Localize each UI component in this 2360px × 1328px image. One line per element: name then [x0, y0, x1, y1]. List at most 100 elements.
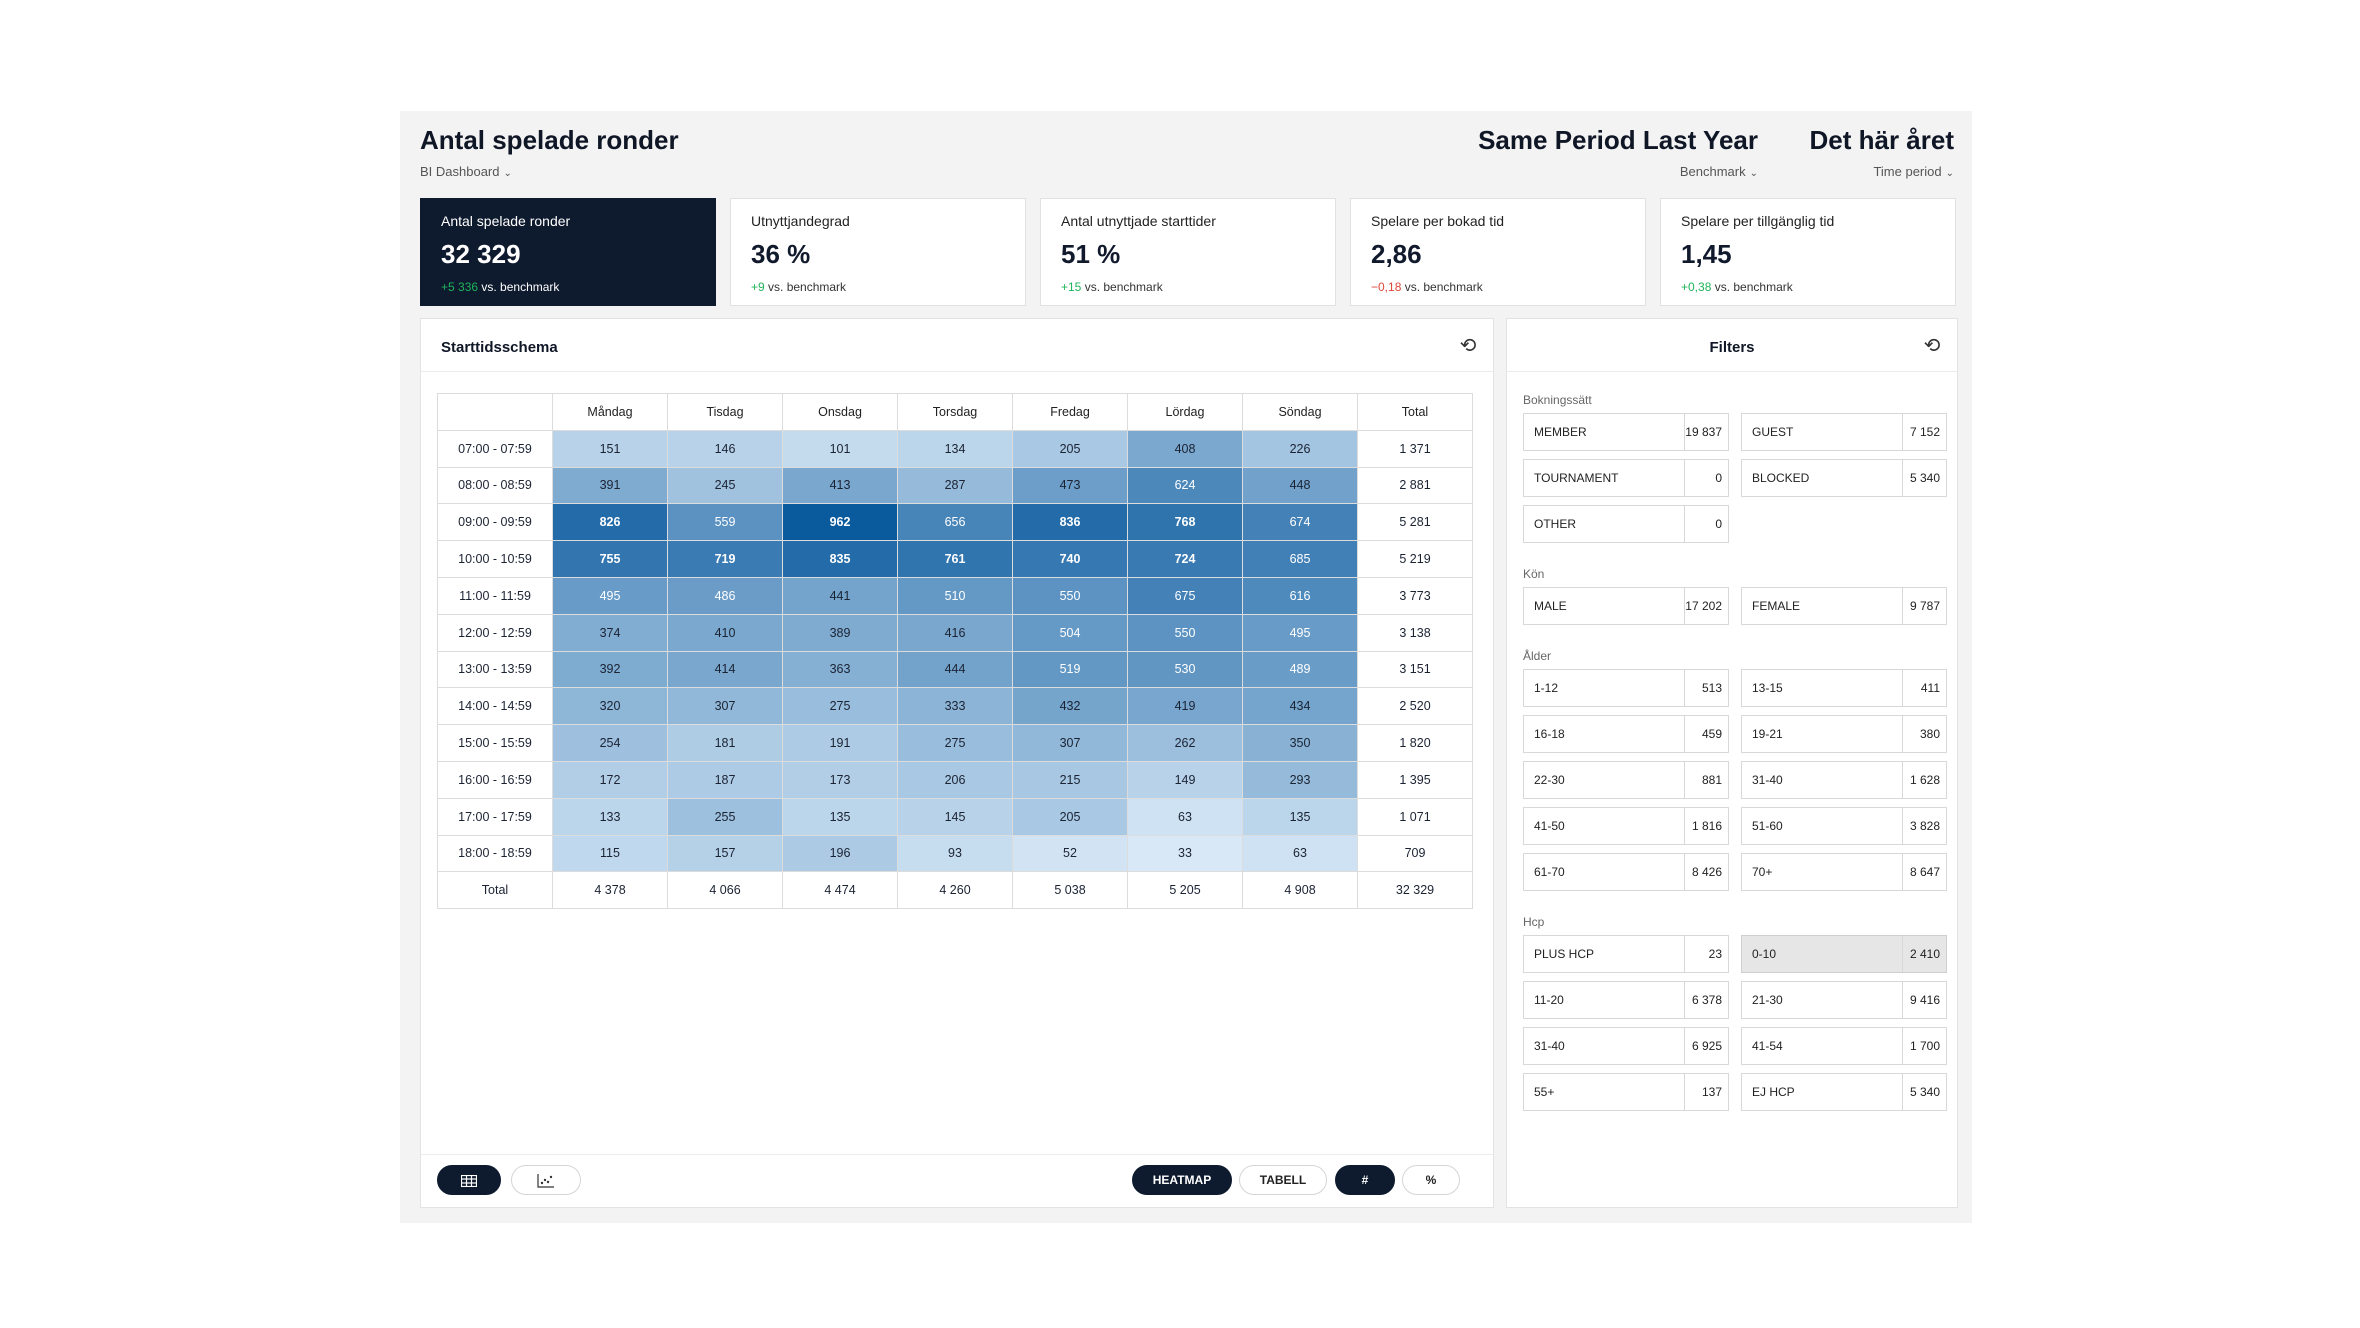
heatmap-cell[interactable]: 135: [1242, 797, 1358, 836]
heatmap-cell[interactable]: 434: [1242, 687, 1358, 726]
filter-chip[interactable]: OTHER 0: [1523, 505, 1729, 543]
filter-chip[interactable]: PLUS HCP 23: [1523, 935, 1729, 973]
heatmap-cell[interactable]: 489: [1242, 650, 1358, 689]
heatmap-cell[interactable]: 205: [1012, 797, 1128, 836]
heatmap-cell[interactable]: 157: [667, 834, 783, 873]
heatmap-cell[interactable]: 835: [782, 540, 898, 578]
kpi-card[interactable]: Utnyttjandegrad 36 % +9 vs. benchmark: [730, 198, 1026, 306]
heatmap-cell[interactable]: 151: [552, 429, 668, 468]
percent-toggle-button[interactable]: %: [1402, 1165, 1460, 1195]
heatmap-cell[interactable]: 836: [1012, 503, 1128, 542]
filters-reset-icon[interactable]: ⟲: [1923, 335, 1941, 357]
heatmap-cell[interactable]: 448: [1242, 466, 1358, 505]
period-selector[interactable]: Det här året Time period ⌄: [1810, 125, 1955, 179]
heatmap-cell[interactable]: 226: [1242, 429, 1358, 468]
heatmap-cell[interactable]: 363: [782, 650, 898, 689]
heatmap-cell[interactable]: 962: [782, 503, 898, 542]
heatmap-cell[interactable]: 495: [552, 576, 668, 615]
heatmap-column-header[interactable]: Fredag: [1012, 393, 1128, 431]
heatmap-cell[interactable]: 495: [1242, 613, 1358, 652]
filter-chip[interactable]: 11-20 6 378: [1523, 981, 1729, 1019]
filter-chip[interactable]: 1-12 513: [1523, 669, 1729, 707]
heatmap-cell[interactable]: 389: [782, 613, 898, 652]
heatmap-cell[interactable]: 293: [1242, 760, 1358, 799]
heatmap-cell[interactable]: 685: [1242, 540, 1358, 578]
heatmap-cell[interactable]: 254: [552, 724, 668, 762]
heatmap-cell[interactable]: 320: [552, 687, 668, 726]
heatmap-cell[interactable]: 550: [1127, 613, 1243, 652]
schedule-reset-icon[interactable]: ⟲: [1459, 335, 1477, 357]
heatmap-cell[interactable]: 408: [1127, 429, 1243, 468]
heatmap-toggle-button[interactable]: HEATMAP: [1132, 1165, 1232, 1195]
heatmap-cell[interactable]: 33: [1127, 834, 1243, 873]
heatmap-cell[interactable]: 559: [667, 503, 783, 542]
heatmap-column-header[interactable]: Måndag: [552, 393, 668, 431]
filter-chip[interactable]: 41-54 1 700: [1741, 1027, 1947, 1065]
heatmap-cell[interactable]: 740: [1012, 540, 1128, 578]
heatmap-cell[interactable]: 245: [667, 466, 783, 505]
heatmap-cell[interactable]: 333: [897, 687, 1013, 726]
heatmap-cell[interactable]: 307: [1012, 724, 1128, 762]
filter-chip[interactable]: MEMBER 19 837: [1523, 413, 1729, 451]
filter-chip[interactable]: 61-70 8 426: [1523, 853, 1729, 891]
kpi-card[interactable]: Antal spelade ronder 32 329 +5 336 vs. ben…: [420, 198, 716, 306]
filter-chip[interactable]: 55+ 137: [1523, 1073, 1729, 1111]
table-toggle-button[interactable]: TABELL: [1239, 1165, 1327, 1195]
heatmap-cell[interactable]: 275: [897, 724, 1013, 762]
heatmap-column-header[interactable]: Onsdag: [782, 393, 898, 431]
heatmap-cell[interactable]: 419: [1127, 687, 1243, 726]
heatmap-column-header[interactable]: Torsdag: [897, 393, 1013, 431]
filter-chip[interactable]: 41-50 1 816: [1523, 807, 1729, 845]
heatmap-cell[interactable]: 63: [1242, 834, 1358, 873]
heatmap-column-header[interactable]: Tisdag: [667, 393, 783, 431]
heatmap-cell[interactable]: 205: [1012, 429, 1128, 468]
filter-chip[interactable]: GUEST 7 152: [1741, 413, 1947, 451]
heatmap-cell[interactable]: 172: [552, 760, 668, 799]
heatmap-cell[interactable]: 135: [782, 797, 898, 836]
heatmap-cell[interactable]: 761: [897, 540, 1013, 578]
heatmap-cell[interactable]: 416: [897, 613, 1013, 652]
filter-chip[interactable]: FEMALE 9 787: [1741, 587, 1947, 625]
heatmap-cell[interactable]: 63: [1127, 797, 1243, 836]
count-toggle-button[interactable]: #: [1335, 1165, 1395, 1195]
heatmap-cell[interactable]: 391: [552, 466, 668, 505]
heatmap-cell[interactable]: 307: [667, 687, 783, 726]
heatmap-cell[interactable]: 262: [1127, 724, 1243, 762]
heatmap-cell[interactable]: 510: [897, 576, 1013, 615]
filter-chip[interactable]: 16-18 459: [1523, 715, 1729, 753]
heatmap-cell[interactable]: 215: [1012, 760, 1128, 799]
heatmap-cell[interactable]: 414: [667, 650, 783, 689]
dashboard-selector[interactable]: BI Dashboard ⌄: [420, 164, 679, 179]
heatmap-column-header[interactable]: Lördag: [1127, 393, 1243, 431]
heatmap-cell[interactable]: 413: [782, 466, 898, 505]
heatmap-cell[interactable]: 149: [1127, 760, 1243, 799]
heatmap-cell[interactable]: 616: [1242, 576, 1358, 615]
heatmap-cell[interactable]: 674: [1242, 503, 1358, 542]
heatmap-cell[interactable]: 624: [1127, 466, 1243, 505]
heatmap-cell[interactable]: 441: [782, 576, 898, 615]
filter-chip[interactable]: 0-10 2 410: [1741, 935, 1947, 973]
heatmap-cell[interactable]: 275: [782, 687, 898, 726]
heatmap-cell[interactable]: 115: [552, 834, 668, 873]
heatmap-cell[interactable]: 444: [897, 650, 1013, 689]
filter-chip[interactable]: 13-15 411: [1741, 669, 1947, 707]
heatmap-cell[interactable]: 206: [897, 760, 1013, 799]
heatmap-cell[interactable]: 656: [897, 503, 1013, 542]
heatmap-cell[interactable]: 473: [1012, 466, 1128, 505]
filter-chip[interactable]: TOURNAMENT 0: [1523, 459, 1729, 497]
heatmap-cell[interactable]: 530: [1127, 650, 1243, 689]
filter-chip[interactable]: 31-40 6 925: [1523, 1027, 1729, 1065]
heatmap-cell[interactable]: 504: [1012, 613, 1128, 652]
heatmap-cell[interactable]: 287: [897, 466, 1013, 505]
filter-chip[interactable]: 22-30 881: [1523, 761, 1729, 799]
heatmap-cell[interactable]: 101: [782, 429, 898, 468]
heatmap-cell[interactable]: 52: [1012, 834, 1128, 873]
heatmap-cell[interactable]: 410: [667, 613, 783, 652]
heatmap-total-header[interactable]: Total: [1357, 393, 1473, 431]
filter-chip[interactable]: 51-60 3 828: [1741, 807, 1947, 845]
kpi-card[interactable]: Spelare per bokad tid 2,86 −0,18 vs. bench…: [1350, 198, 1646, 306]
heatmap-cell[interactable]: 187: [667, 760, 783, 799]
kpi-card[interactable]: Antal utnyttjade starttider 51 % +15 vs. b…: [1040, 198, 1336, 306]
heatmap-cell[interactable]: 181: [667, 724, 783, 762]
heatmap-column-header[interactable]: Söndag: [1242, 393, 1358, 431]
